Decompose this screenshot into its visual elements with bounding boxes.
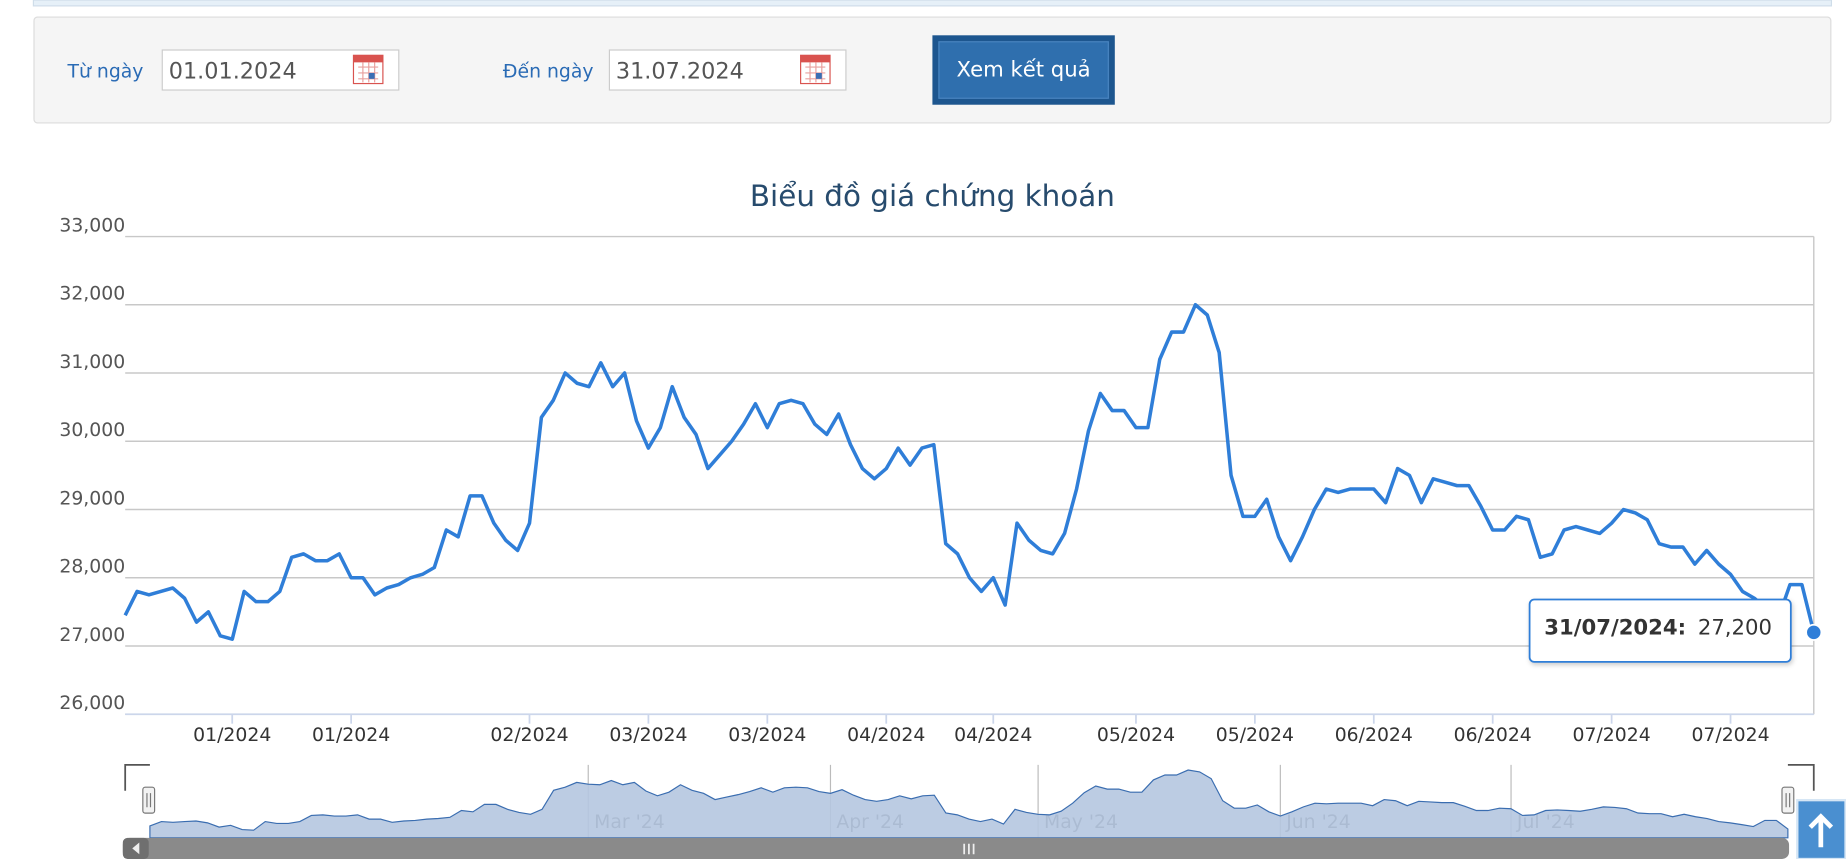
navigator-frame (124, 763, 1815, 791)
y-tick-label: 32,000 (59, 284, 125, 305)
to-label: Đến ngày (503, 60, 594, 82)
handle-body (142, 786, 156, 814)
tooltip-date: 31/07/2024: (1544, 614, 1686, 639)
navigator-handle[interactable] (1781, 786, 1795, 814)
x-tick-label: 06/2024 (1454, 725, 1532, 746)
y-tick-label: 28,000 (59, 557, 125, 578)
x-tick-label: 02/2024 (490, 725, 568, 746)
x-tick-label: 06/2024 (1335, 725, 1413, 746)
calendar-icon[interactable] (800, 54, 831, 85)
y-tick-label: 33,000 (59, 215, 125, 236)
x-tick-label: 01/2024 (312, 725, 390, 746)
price-line (123, 303, 1816, 641)
hover-marker (1805, 623, 1823, 641)
top-bar (32, 0, 1833, 7)
handle-body (1781, 786, 1795, 814)
x-tick-label: 05/2024 (1216, 725, 1294, 746)
handle-grip (1785, 793, 1791, 808)
navigator-area (149, 769, 1789, 839)
x-tick-label: 04/2024 (847, 725, 925, 746)
from-value: 01.01.2024 (169, 58, 297, 84)
calendar-icon[interactable] (352, 54, 384, 85)
plot: 26,000 27,000 28,000 29,000 30,000 31,000 32,0… (59, 215, 1823, 746)
tooltip-box (1528, 598, 1792, 663)
x-tick-label: 03/2024 (609, 725, 687, 746)
submit-button[interactable]: Xem kết quả (932, 35, 1115, 105)
x-tick-label: 07/2024 (1691, 725, 1769, 746)
back-to-top-button[interactable] (1796, 798, 1846, 859)
navigator: Mar '24Apr '24May '24Jun '24Jul '24 (124, 763, 1815, 839)
scrollbar[interactable] (122, 837, 1790, 859)
x-tick-label: 07/2024 (1573, 725, 1651, 746)
x-tick-label: 05/2024 (1097, 725, 1175, 746)
y-tick-label: 30,000 (59, 420, 125, 441)
to-value: 31.07.2024 (616, 58, 744, 84)
navigator-handle[interactable] (142, 786, 156, 814)
chart-title: Biểu đồ giá chứng khoán (750, 178, 1115, 213)
y-tick-label: 26,000 (59, 693, 125, 714)
y-tick-label: 27,000 (59, 625, 125, 646)
y-tick-label: 29,000 (59, 488, 125, 509)
x-tick-label: 01/2024 (193, 725, 271, 746)
button-label: Xem kết quả (957, 57, 1091, 82)
handle-grip (146, 793, 152, 808)
tooltip-value: 27,200 (1698, 614, 1772, 639)
y-tick-label: 31,000 (59, 352, 125, 373)
from-label: Từ ngày (67, 61, 144, 82)
x-tick-label: 04/2024 (954, 725, 1032, 746)
x-tick-label: 03/2024 (728, 725, 806, 746)
